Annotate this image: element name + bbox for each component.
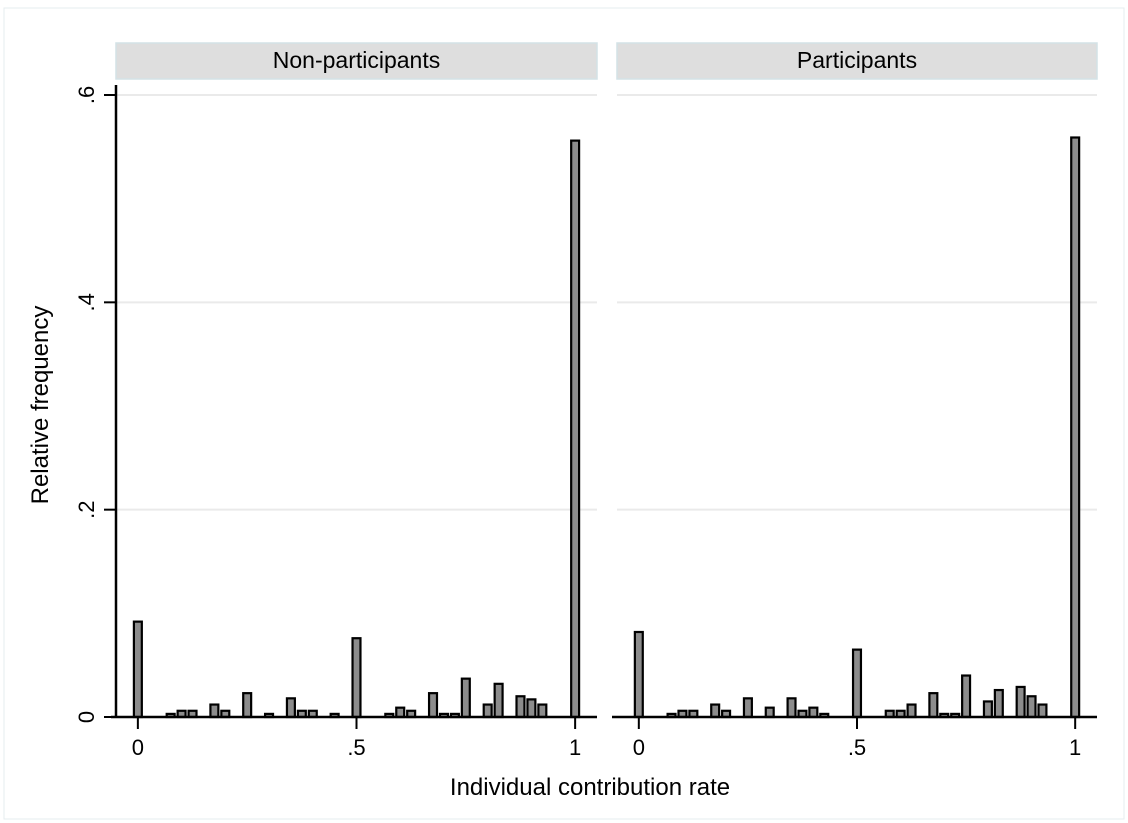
histogram-bar — [633, 630, 644, 719]
histogram-bar — [906, 703, 917, 719]
histogram-bar — [351, 637, 362, 719]
histogram-bar — [786, 697, 797, 719]
histogram-bar — [427, 692, 439, 719]
histogram-bar — [1015, 685, 1026, 719]
histogram-bar — [1026, 695, 1037, 719]
histogram-bar — [515, 695, 526, 719]
histogram-bar — [482, 703, 493, 719]
panel-1: Non-participants 0 .5 1 — [111, 42, 598, 760]
panel-header — [115, 42, 598, 80]
y-tick-label: .6 — [74, 86, 99, 104]
x-tick-label: .5 — [848, 735, 866, 760]
histogram-bar — [526, 698, 537, 719]
histogram-bar — [285, 697, 296, 719]
histogram-bar — [764, 706, 775, 719]
histogram-bar — [742, 697, 753, 719]
histogram-bar — [537, 703, 548, 719]
y-tick-label: .2 — [74, 500, 99, 518]
histogram-bar — [242, 692, 253, 719]
axes-group: 0 .2 .4 .6 — [74, 85, 118, 723]
histogram-bar — [928, 692, 939, 719]
histogram-bar — [132, 620, 143, 719]
histogram-bar — [961, 674, 972, 719]
histogram-bar — [1070, 136, 1081, 719]
x-tick-label: 0 — [633, 735, 645, 760]
x-tick-label: 1 — [569, 735, 581, 760]
histogram-bar — [570, 139, 581, 719]
panel-title: Participants — [797, 47, 917, 73]
y-tick-label: .4 — [74, 293, 99, 311]
x-tick-label: 0 — [132, 735, 144, 760]
histogram-bar — [982, 700, 993, 719]
x-axis-title: Individual contribution rate — [450, 774, 730, 801]
panel-title: Non-participants — [273, 47, 440, 73]
panel-2: Participants 0 .5 1 — [612, 42, 1098, 760]
x-tick-label: 1 — [1069, 735, 1081, 760]
histogram-bar — [710, 703, 721, 719]
panel-header — [616, 42, 1098, 80]
figure-frame — [3, 7, 1125, 820]
histogram-bar — [460, 677, 471, 719]
panels-group: Non-participants 0 .5 1 Participants 0 .5 1 — [111, 42, 1098, 760]
histogram-bar — [851, 648, 863, 719]
histogram-bar — [993, 688, 1004, 719]
histogram-bar — [493, 682, 504, 719]
y-axis-title: Relative frequency — [27, 306, 54, 505]
histogram-bar — [395, 706, 406, 719]
histogram-bar — [1037, 703, 1048, 719]
histogram-bar — [209, 703, 220, 719]
histogram-bar — [808, 706, 819, 719]
x-tick-label: .5 — [347, 735, 365, 760]
y-tick-label: 0 — [74, 711, 99, 723]
